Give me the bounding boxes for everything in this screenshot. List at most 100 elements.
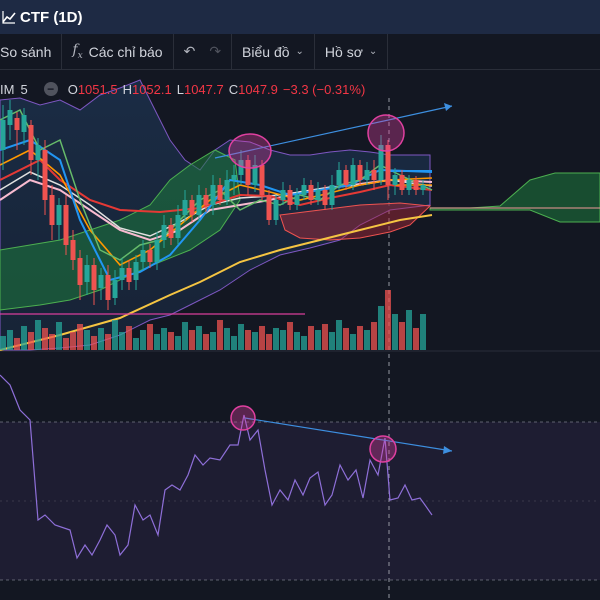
volume-bar [42,328,48,350]
undo-icon[interactable]: ↶ [183,43,196,59]
candle-body [161,225,167,240]
indicators-button[interactable]: fx Các chỉ báo [62,34,174,69]
candle-body [182,200,188,215]
volume-bar [420,314,426,350]
candle-body [105,275,111,300]
undo-redo-group: ↶ ↷ [174,34,233,69]
fx-icon: fx [72,42,83,61]
legend-change: −3.3 (−0.31%) [282,81,366,97]
volume-bar [203,334,209,350]
candlestick-series [0,100,426,310]
candle-body [294,195,300,205]
candle-body [189,200,195,215]
volume-bar [210,332,216,350]
volume-series [0,290,426,350]
candle-body [14,118,20,130]
chevron-down-icon: ⌄ [295,46,304,57]
volume-bar [7,330,13,350]
volume-bar [189,330,195,350]
candle-body [133,262,139,280]
volume-bar [147,324,153,350]
volume-bar [63,338,69,350]
candle-body [21,115,27,132]
candle-body [168,225,174,238]
legend-l-label: L [176,81,184,97]
candle-body [35,145,41,160]
volume-bar [154,334,160,350]
volume-bar [231,336,237,350]
profile-label: Hồ sơ [324,43,363,60]
volume-bar [329,332,335,350]
compare-button[interactable]: + So sánh [0,34,63,69]
volume-bar [413,328,419,350]
candle-body [231,175,237,180]
rsi-divergence-marker [230,405,256,431]
rsi-trendline[interactable] [244,417,453,452]
candle-body [140,250,146,262]
volume-bar [357,326,363,350]
volume-bar [287,322,293,350]
rsi-line [0,374,433,560]
volume-bar [294,332,300,350]
candle-body [252,165,258,185]
minus-icon[interactable]: − [43,82,58,96]
ma-green [0,108,433,261]
volume-bar [196,326,202,350]
volume-bar [161,328,167,350]
candle-body [119,268,125,280]
volume-bar [280,330,286,350]
ichimoku-cloud-red [279,202,432,241]
candle-body [357,165,363,180]
candle-body [385,145,391,185]
volume-bar [140,330,146,350]
legend-close: 1047.9 [238,81,278,97]
candle-body [112,280,118,298]
volume-bar [14,338,20,350]
candle-body [70,240,76,260]
volume-bar [91,336,97,350]
volume-bar [406,310,412,350]
divergence-marker [228,133,272,169]
volume-bar [133,338,139,350]
legend-h-label: H [122,81,132,97]
volume-bar [168,332,174,350]
volume-bar [252,332,258,350]
volume-bar [259,326,265,350]
candle-body [42,150,48,200]
candle-body [224,180,230,200]
window-title: CTF (1D) [20,8,83,26]
legend-open: 1051.5 [77,81,118,97]
candle-body [7,110,13,125]
volume-bar [273,328,279,350]
chart-type-label: Biểu đồ [242,43,290,60]
candle-body [126,268,132,282]
volume-bar [301,336,307,350]
volume-bar [266,334,272,350]
volume-bar [105,334,111,350]
candle-body [343,170,349,185]
candle-body [0,120,6,150]
candle-body [77,258,83,285]
redo-icon[interactable]: ↷ [209,43,222,59]
volume-bar [308,326,314,350]
profile-button[interactable]: Hồ sơ ⌄ [315,34,389,69]
legend-high: 1052.1 [131,81,172,97]
candle-body [91,265,97,290]
chart-toolbar: + So sánh fx Các chỉ báo ↶ ↷ Biểu đồ ⌄ H… [0,34,600,70]
volume-bar [126,326,132,350]
legend-o-label: O [67,81,78,97]
indicators-label: Các chỉ báo [88,43,163,60]
ohlc-legend: IM 5 − O 1051.5 H 1052.1 L 1047.7 C 1047.9 −… [0,80,370,98]
candle-body [336,170,342,185]
volume-bar [315,330,321,350]
candle-body [371,170,377,180]
candle-body [210,185,216,205]
volume-bar [336,320,342,350]
price-trendline[interactable] [214,105,453,159]
chart-type-button[interactable]: Biểu đồ ⌄ [232,34,315,69]
candle-body [364,170,370,180]
ma-yellow [0,214,433,351]
volume-bar [70,332,76,350]
candle-body [413,180,419,190]
